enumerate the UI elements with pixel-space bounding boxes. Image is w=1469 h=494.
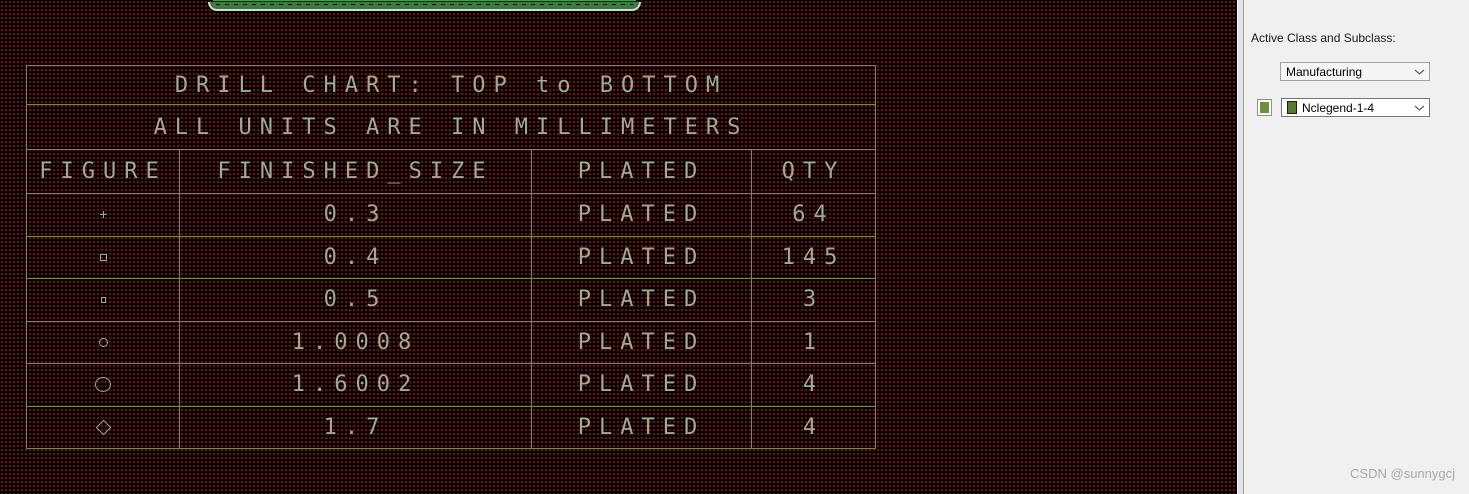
figure-cell [27, 194, 179, 236]
qty-cell: 64 [751, 194, 875, 236]
qty-cell: 3 [751, 279, 875, 321]
chevron-down-icon [1409, 69, 1429, 75]
plated-cell: PLATED [531, 406, 751, 448]
drill-figure-icon [98, 337, 108, 347]
plated-cell: PLATED [531, 321, 751, 363]
finished-size-cell: 0.3 [179, 194, 531, 236]
figure-cell [27, 407, 179, 449]
plated-cell: PLATED [531, 364, 751, 406]
drill-row: 1.0008 PLATED 1 [27, 320, 875, 364]
active-class-label: Active Class and Subclass: [1251, 31, 1396, 45]
figure-cell [27, 237, 179, 279]
qty-cell: 145 [751, 236, 875, 278]
finished-size-cell: 1.7 [179, 406, 531, 448]
swatch-color-icon [1260, 102, 1269, 113]
chevron-down-icon [1409, 105, 1429, 111]
drill-figure-icon [95, 419, 111, 436]
panel-splitter[interactable] [1237, 0, 1245, 494]
column-header-qty: QTY [751, 150, 875, 193]
drill-chart-title-text: DRILL CHART: TOP to BOTTOM [174, 72, 728, 98]
subclass-dropdown[interactable]: Nclegend-1-4 [1281, 98, 1430, 117]
qty-cell: 4 [751, 406, 875, 448]
subclass-color-swatch[interactable] [1257, 99, 1272, 116]
drill-figure-icon [99, 211, 107, 219]
column-header-figure: FIGURE [39, 159, 167, 184]
finished-size-cell: 0.4 [179, 236, 531, 278]
figure-cell [27, 364, 179, 406]
plated-cell: PLATED [531, 279, 751, 321]
drill-chart-header-row: FIGURE FINISHED_SIZE PLATED QTY [27, 149, 875, 193]
drill-row: 0.5 PLATED 3 [27, 278, 875, 321]
qty-cell: 4 [751, 364, 875, 406]
finished-size-cell: 0.5 [179, 279, 531, 321]
options-panel: Active Class and Subclass: Manufacturing… [1245, 0, 1469, 494]
column-header-finished-size: FINISHED_SIZE [179, 150, 531, 193]
class-dropdown-value: Manufacturing [1286, 64, 1363, 79]
figure-cell [27, 279, 179, 321]
drill-figure-icon [95, 377, 111, 393]
board-dashed-line [216, 4, 633, 5]
pcb-canvas[interactable]: DRILL CHART: TOP to BOTTOM ALL UNITS ARE… [0, 0, 1237, 494]
column-header-plated: PLATED [531, 150, 751, 193]
drill-chart-title: DRILL CHART: TOP to BOTTOM [27, 66, 875, 104]
drill-chart-subtitle: ALL UNITS ARE IN MILLIMETERS [27, 104, 875, 149]
watermark: CSDN @sunnygcj [1350, 466, 1455, 481]
drill-row: 1.7 PLATED 4 [27, 405, 875, 449]
finished-size-cell: 1.6002 [179, 364, 531, 406]
subclass-dropdown-value: Nclegend-1-4 [1302, 100, 1375, 115]
board-outline-fragment [208, 0, 641, 11]
drill-row: 0.3 PLATED 64 [27, 193, 875, 236]
drill-chart-subtitle-text: ALL UNITS ARE IN MILLIMETERS [153, 114, 749, 140]
drill-figure-icon [99, 253, 107, 261]
qty-cell: 1 [751, 321, 875, 363]
board-edge-line [213, 0, 636, 1]
finished-size-cell: 1.0008 [179, 321, 531, 363]
drill-chart-table[interactable]: DRILL CHART: TOP to BOTTOM ALL UNITS ARE… [26, 65, 876, 449]
plated-cell: PLATED [531, 194, 751, 236]
plated-cell: PLATED [531, 236, 751, 278]
drill-figure-icon [100, 296, 106, 303]
drill-row: 1.6002 PLATED 4 [27, 363, 875, 406]
class-dropdown[interactable]: Manufacturing [1280, 62, 1430, 81]
drill-row: 0.4 PLATED 145 [27, 235, 875, 279]
layer-color-icon [1287, 101, 1297, 114]
figure-cell [27, 322, 179, 364]
